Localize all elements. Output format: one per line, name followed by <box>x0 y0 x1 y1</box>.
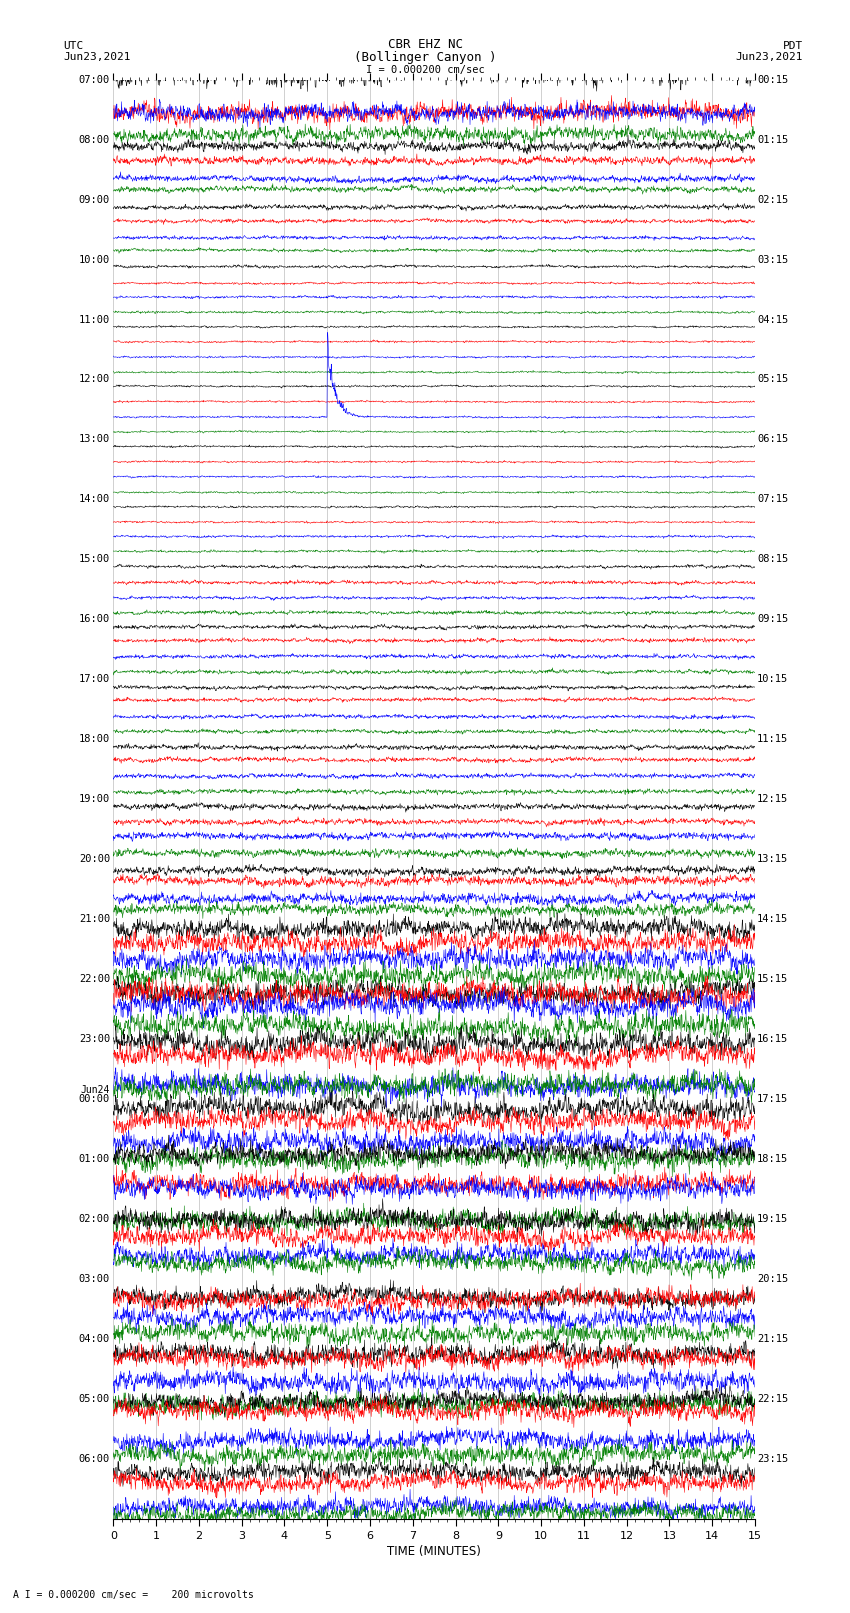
Text: 02:15: 02:15 <box>757 195 788 205</box>
Text: 14:15: 14:15 <box>757 915 788 924</box>
X-axis label: TIME (MINUTES): TIME (MINUTES) <box>388 1545 481 1558</box>
Text: 20:15: 20:15 <box>757 1274 788 1284</box>
Text: 01:15: 01:15 <box>757 134 788 145</box>
Text: UTC: UTC <box>64 40 84 50</box>
Text: CBR EHZ NC: CBR EHZ NC <box>388 37 462 50</box>
Text: 13:15: 13:15 <box>757 855 788 865</box>
Text: 03:15: 03:15 <box>757 255 788 265</box>
Text: 10:00: 10:00 <box>79 255 110 265</box>
Text: 02:00: 02:00 <box>79 1215 110 1224</box>
Text: 10:15: 10:15 <box>757 674 788 684</box>
Text: 00:15: 00:15 <box>757 74 788 84</box>
Text: 14:00: 14:00 <box>79 495 110 505</box>
Text: PDT: PDT <box>783 40 803 50</box>
Text: 07:00: 07:00 <box>79 74 110 84</box>
Text: 19:00: 19:00 <box>79 794 110 805</box>
Text: I = 0.000200 cm/sec: I = 0.000200 cm/sec <box>366 65 484 76</box>
Text: 20:00: 20:00 <box>79 855 110 865</box>
Text: 01:00: 01:00 <box>79 1153 110 1165</box>
Text: 22:15: 22:15 <box>757 1394 788 1403</box>
Text: 05:15: 05:15 <box>757 374 788 384</box>
Text: 04:00: 04:00 <box>79 1334 110 1344</box>
Text: 07:15: 07:15 <box>757 495 788 505</box>
Text: 05:00: 05:00 <box>79 1394 110 1403</box>
Text: 18:15: 18:15 <box>757 1153 788 1165</box>
Text: 16:00: 16:00 <box>79 615 110 624</box>
Text: 22:00: 22:00 <box>79 974 110 984</box>
Text: 04:15: 04:15 <box>757 315 788 324</box>
Text: 15:00: 15:00 <box>79 555 110 565</box>
Text: 23:15: 23:15 <box>757 1453 788 1463</box>
Text: 17:00: 17:00 <box>79 674 110 684</box>
Text: 21:00: 21:00 <box>79 915 110 924</box>
Text: Jun24: Jun24 <box>81 1086 110 1095</box>
Text: 12:15: 12:15 <box>757 794 788 805</box>
Text: Jun23,2021: Jun23,2021 <box>736 52 803 63</box>
Text: 00:00: 00:00 <box>79 1094 110 1103</box>
Text: 11:00: 11:00 <box>79 315 110 324</box>
Text: 13:00: 13:00 <box>79 434 110 445</box>
Text: 21:15: 21:15 <box>757 1334 788 1344</box>
Text: 12:00: 12:00 <box>79 374 110 384</box>
Text: 09:00: 09:00 <box>79 195 110 205</box>
Text: 06:15: 06:15 <box>757 434 788 445</box>
Text: 17:15: 17:15 <box>757 1094 788 1103</box>
Text: 11:15: 11:15 <box>757 734 788 744</box>
Text: 18:00: 18:00 <box>79 734 110 744</box>
Text: 16:15: 16:15 <box>757 1034 788 1044</box>
Text: 08:00: 08:00 <box>79 134 110 145</box>
Text: A I = 0.000200 cm/sec =    200 microvolts: A I = 0.000200 cm/sec = 200 microvolts <box>13 1590 253 1600</box>
Text: 06:00: 06:00 <box>79 1453 110 1463</box>
Text: (Bollinger Canyon ): (Bollinger Canyon ) <box>354 50 496 65</box>
Text: 15:15: 15:15 <box>757 974 788 984</box>
Text: Jun23,2021: Jun23,2021 <box>64 52 131 63</box>
Text: 09:15: 09:15 <box>757 615 788 624</box>
Text: 08:15: 08:15 <box>757 555 788 565</box>
Text: 23:00: 23:00 <box>79 1034 110 1044</box>
Text: 03:00: 03:00 <box>79 1274 110 1284</box>
Text: 19:15: 19:15 <box>757 1215 788 1224</box>
